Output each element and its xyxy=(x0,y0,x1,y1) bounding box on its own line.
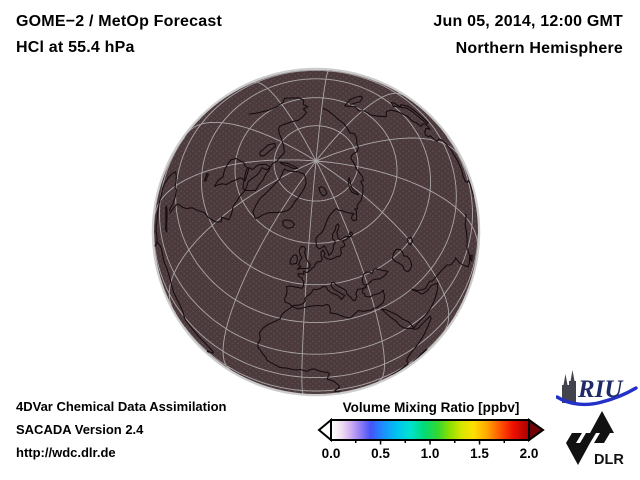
title-hemisphere: Northern Hemisphere xyxy=(455,40,623,57)
credit-url: http://wdc.dlr.de xyxy=(16,445,116,460)
colorbar-tick-label: 2.0 xyxy=(519,446,539,461)
colorbar-title: Volume Mixing Ratio [ppbv] xyxy=(342,400,520,415)
colorbar xyxy=(316,417,546,447)
credit-assimilation: 4DVar Chemical Data Assimilation xyxy=(16,399,227,414)
colorbar-tick-label: 1.0 xyxy=(420,446,440,461)
riu-swoosh-icon xyxy=(556,386,638,407)
colorbar-tick-label: 0.5 xyxy=(371,446,390,461)
colorbar-tick-labels: 0.0 0.5 1.0 1.5 2.0 xyxy=(316,446,546,464)
colorbar-tick-label: 0.0 xyxy=(321,446,341,461)
title-datetime: Jun 05, 2014, 12:00 GMT xyxy=(433,13,623,30)
colorbar-tick-label: 1.5 xyxy=(470,446,489,461)
title-product: GOME−2 / MetOp Forecast xyxy=(16,13,222,30)
dlr-logo-text: DLR xyxy=(594,452,624,467)
riu-logo-text: RIU xyxy=(577,376,624,403)
dlr-emblem-icon xyxy=(566,411,614,465)
title-species-level: HCl at 55.4 hPa xyxy=(16,39,135,56)
credit-version: SACADA Version 2.4 xyxy=(16,422,144,437)
dlr-logo: DLR xyxy=(566,411,624,467)
riu-logo: RIU xyxy=(556,370,638,407)
cathedral-icon xyxy=(562,370,576,403)
